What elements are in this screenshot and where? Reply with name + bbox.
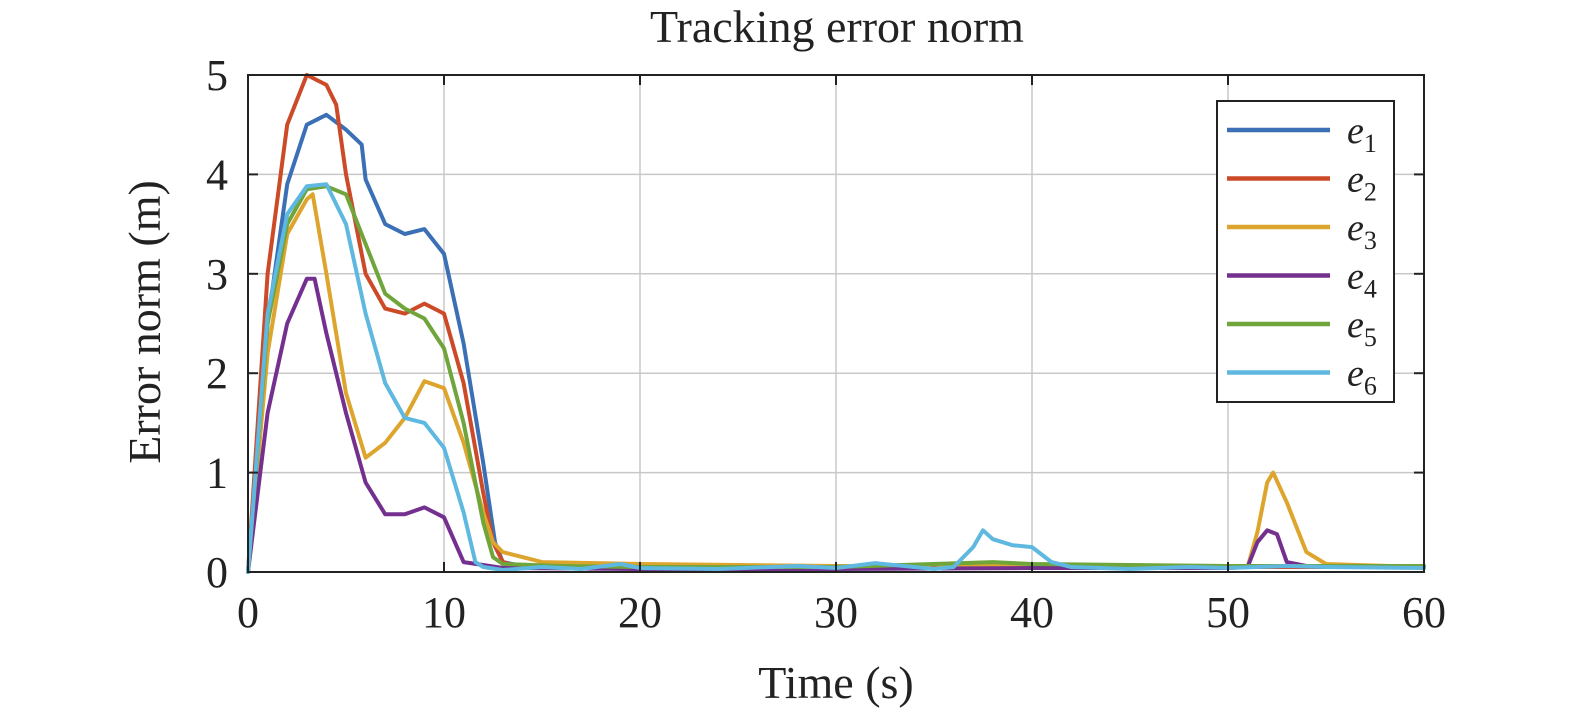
series-e6 — [246, 182, 1426, 574]
y-tick-label: 0 — [206, 548, 228, 597]
y-tick-label: 4 — [206, 150, 228, 199]
series-e4 — [246, 276, 1426, 574]
y-tick-label: 1 — [206, 449, 228, 498]
y-tick-label: 2 — [206, 349, 228, 398]
legend-box — [1216, 100, 1395, 403]
series-e5 — [246, 184, 1426, 574]
series-e3 — [246, 192, 1426, 574]
x-tick-label: 50 — [1206, 588, 1250, 637]
y-tick-label: 5 — [206, 51, 228, 100]
x-tick-label: 30 — [814, 588, 858, 637]
x-tick-label: 20 — [618, 588, 662, 637]
axis-ticks: 0 10 20 30 40 50 60 0 1 2 3 4 5 — [206, 51, 1446, 637]
x-tick-label: 0 — [237, 588, 259, 637]
x-axis-label: Time (s) — [758, 657, 914, 708]
x-tick-label: 40 — [1010, 588, 1054, 637]
x-tick-label: 10 — [422, 588, 466, 637]
chart-title: Tracking error norm — [650, 1, 1024, 52]
x-tick-label: 60 — [1402, 588, 1446, 637]
y-tick-label: 3 — [206, 250, 228, 299]
series-lines — [246, 73, 1426, 574]
y-axis-label: Error norm (m) — [119, 180, 170, 464]
